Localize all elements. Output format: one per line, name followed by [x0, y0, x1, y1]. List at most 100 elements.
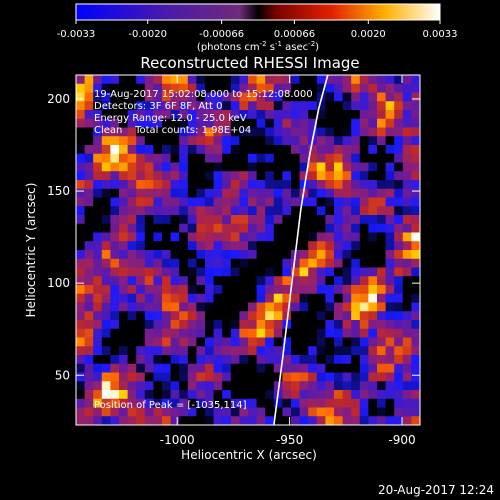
heatmap-cell — [368, 346, 378, 356]
heatmap-cell — [205, 258, 214, 268]
heatmap-cell — [179, 346, 189, 356]
heatmap-cell — [385, 162, 395, 172]
heatmap-cell — [196, 188, 206, 198]
heatmap-cell — [170, 363, 180, 373]
heatmap-cell — [136, 215, 146, 225]
heatmap-cell — [394, 363, 404, 373]
heatmap-cell — [273, 346, 283, 356]
heatmap-cell — [93, 127, 103, 137]
heatmap-cell — [368, 206, 378, 216]
heatmap-cell — [402, 416, 412, 425]
heatmap-cell — [93, 258, 103, 268]
heatmap-cell — [76, 188, 85, 198]
heatmap-cell — [136, 145, 146, 155]
heatmap-cell — [385, 337, 395, 347]
heatmap-cell — [101, 92, 111, 102]
heatmap-cell — [205, 127, 214, 137]
heatmap-cell — [359, 416, 369, 425]
heatmap-cell — [187, 110, 197, 120]
heatmap-cell — [291, 188, 300, 198]
heatmap-cell — [385, 267, 395, 277]
heatmap-cell — [179, 311, 189, 321]
heatmap-cell — [230, 302, 240, 312]
heatmap-cell — [162, 328, 171, 338]
heatmap-cell — [265, 416, 275, 425]
heatmap-cell — [101, 83, 111, 93]
heatmap-cell — [76, 92, 85, 102]
heatmap-cell — [368, 223, 378, 233]
heatmap-cell — [282, 398, 292, 408]
heatmap-cell — [316, 118, 326, 128]
heatmap-cell — [222, 337, 232, 347]
heatmap-cell — [101, 127, 111, 137]
heatmap-cell — [325, 416, 335, 425]
heatmap-cell — [308, 241, 318, 251]
heatmap-cell — [110, 223, 120, 233]
heatmap-cell — [93, 223, 103, 233]
heatmap-cell — [162, 223, 171, 233]
heatmap-cell — [101, 241, 111, 251]
heatmap-cell — [342, 92, 352, 102]
heatmap-cell — [170, 83, 180, 93]
heatmap-cell — [316, 311, 326, 321]
heatmap-cell — [385, 390, 395, 400]
heatmap-cell — [196, 363, 206, 373]
heatmap-cell — [291, 416, 300, 425]
x-tick-label: -1000 — [160, 433, 195, 447]
heatmap-cell — [248, 258, 257, 268]
heatmap-cell — [239, 390, 249, 400]
heatmap-cell — [308, 346, 318, 356]
heatmap-cell — [101, 153, 111, 163]
heatmap-cell — [205, 337, 214, 347]
heatmap-cell — [368, 145, 378, 155]
heatmap-cell — [101, 75, 111, 85]
heatmap-cell — [136, 302, 146, 312]
heatmap-cell — [308, 180, 318, 190]
heatmap-cell — [377, 162, 386, 172]
heatmap-cell — [230, 92, 240, 102]
heatmap-cell — [394, 118, 404, 128]
heatmap-cell — [222, 258, 232, 268]
heatmap-cell — [282, 363, 292, 373]
heatmap-cell — [110, 381, 120, 391]
heatmap-cell — [334, 285, 343, 295]
heatmap-cell — [359, 145, 369, 155]
heatmap-cell — [368, 241, 378, 251]
heatmap-cell — [187, 267, 197, 277]
heatmap-cell — [170, 398, 180, 408]
heatmap-cell — [291, 75, 300, 85]
heatmap-cell — [411, 250, 420, 260]
heatmap-cell — [368, 416, 378, 425]
heatmap-cell — [316, 101, 326, 111]
heatmap-cell — [101, 390, 111, 400]
heatmap-cell — [119, 320, 128, 330]
heatmap-cell — [84, 337, 94, 347]
heatmap-cell — [273, 355, 283, 365]
heatmap-cell — [334, 363, 343, 373]
heatmap-cell — [402, 83, 412, 93]
heatmap-cell — [213, 293, 223, 303]
heatmap-cell — [291, 101, 300, 111]
heatmap-cell — [196, 110, 206, 120]
heatmap-cell — [222, 311, 232, 321]
heatmap-cell — [402, 381, 412, 391]
heatmap-cell — [144, 153, 154, 163]
heatmap-cell — [265, 241, 275, 251]
heatmap-cell — [93, 197, 103, 207]
heatmap-cell — [359, 320, 369, 330]
heatmap-cell — [308, 171, 318, 181]
heatmap-cell — [265, 355, 275, 365]
heatmap-cell — [213, 363, 223, 373]
heatmap-cell — [187, 101, 197, 111]
heatmap-cell — [325, 110, 335, 120]
heatmap-cell — [153, 311, 163, 321]
heatmap-cell — [291, 346, 300, 356]
heatmap-cell — [308, 101, 318, 111]
heatmap-cell — [230, 206, 240, 216]
heatmap-cell — [153, 75, 163, 85]
heatmap-cell — [144, 250, 154, 260]
heatmap-cell — [93, 302, 103, 312]
heatmap-cell — [119, 153, 128, 163]
heatmap-cell — [76, 145, 85, 155]
heatmap-cell — [136, 162, 146, 172]
